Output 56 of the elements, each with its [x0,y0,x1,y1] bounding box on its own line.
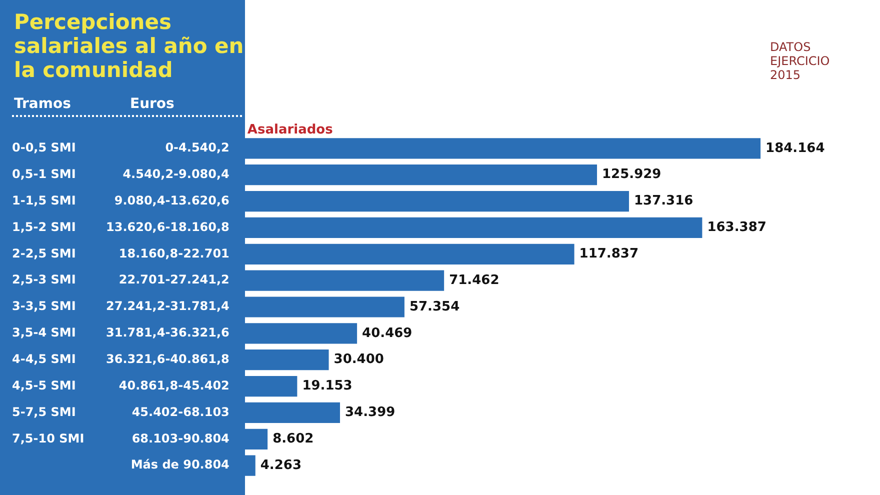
bar [243,455,256,476]
y-tick-label: 0-4.540,2 [165,140,230,155]
bar [243,138,761,159]
y-tick-label: Más de 90.804 [130,458,230,472]
text: Tramos [14,96,71,112]
data-label: 163.387 [707,220,766,236]
data-label: 34.399 [345,405,396,420]
text: 0-0,5 SMI [12,140,76,155]
bar [243,402,340,424]
y-tick-label: 9.080,4-13.620,6 [114,193,230,208]
y-tick-label: 13.620,6-18.160,8 [106,220,230,234]
text: 3-3,5 SMI [12,299,76,314]
data-label: 4.263 [260,458,302,473]
text: 3,5-4 SMI [12,326,76,340]
text: 1-1,5 SMI [12,193,76,208]
text: 2,5-3 SMI [12,272,76,287]
data-label: 184.164 [766,140,825,156]
y-tick-label: 68.103-90.804 [132,431,230,446]
bar [243,376,298,397]
text: 1,5-2 SMI [12,220,76,234]
y-tick-label: 40.861,8-45.402 [118,378,230,392]
data-label: 30.400 [334,352,384,368]
bar [243,296,404,318]
chart-title: Percepciones salariales al año en la comunidad [14,10,244,82]
bar [243,217,702,238]
data-label: 57.354 [409,299,460,314]
y-tick-label: 22.701-27.241,2 [118,272,230,287]
data-label: 117.837 [579,246,639,262]
bar [243,350,329,370]
data-label: 8.602 [272,432,314,447]
y-tick-label: 4.540,2-9.080,4 [122,166,230,181]
text: 7,5-10 SMI [12,431,84,446]
data-label: 40.469 [362,326,412,341]
bar [243,190,629,212]
data-label: 71.462 [449,272,500,288]
y-tick-label: 45.402-68.103 [132,404,230,419]
text: 4-4,5 SMI [12,352,76,366]
bar [243,428,268,450]
y-tick-label: 27.241,2-31.781,4 [106,299,230,314]
bar [243,270,444,291]
data-label: 19.153 [302,378,352,394]
text: 2-2,5 SMI [12,246,76,260]
y-tick-label: 18.160,8-22.701 [118,246,230,260]
bar [243,164,598,186]
data-label: 125.929 [602,167,662,182]
y-axis-title: Euros [130,96,174,112]
bar [243,323,358,344]
bar [243,244,574,264]
series-label: Asalariados [247,122,334,138]
y-tick-label: 36.321,6-40.861,8 [106,352,230,366]
text: 0,5-1 SMI [12,166,76,181]
text: 5-7,5 SMI [12,404,76,419]
text: 4,5-5 SMI [12,378,76,392]
y-tick-label: 31.781,4-36.321,6 [106,326,230,340]
text: DATOS EJERCICIO 2015 [770,40,831,82]
data-label: 137.316 [634,194,694,209]
